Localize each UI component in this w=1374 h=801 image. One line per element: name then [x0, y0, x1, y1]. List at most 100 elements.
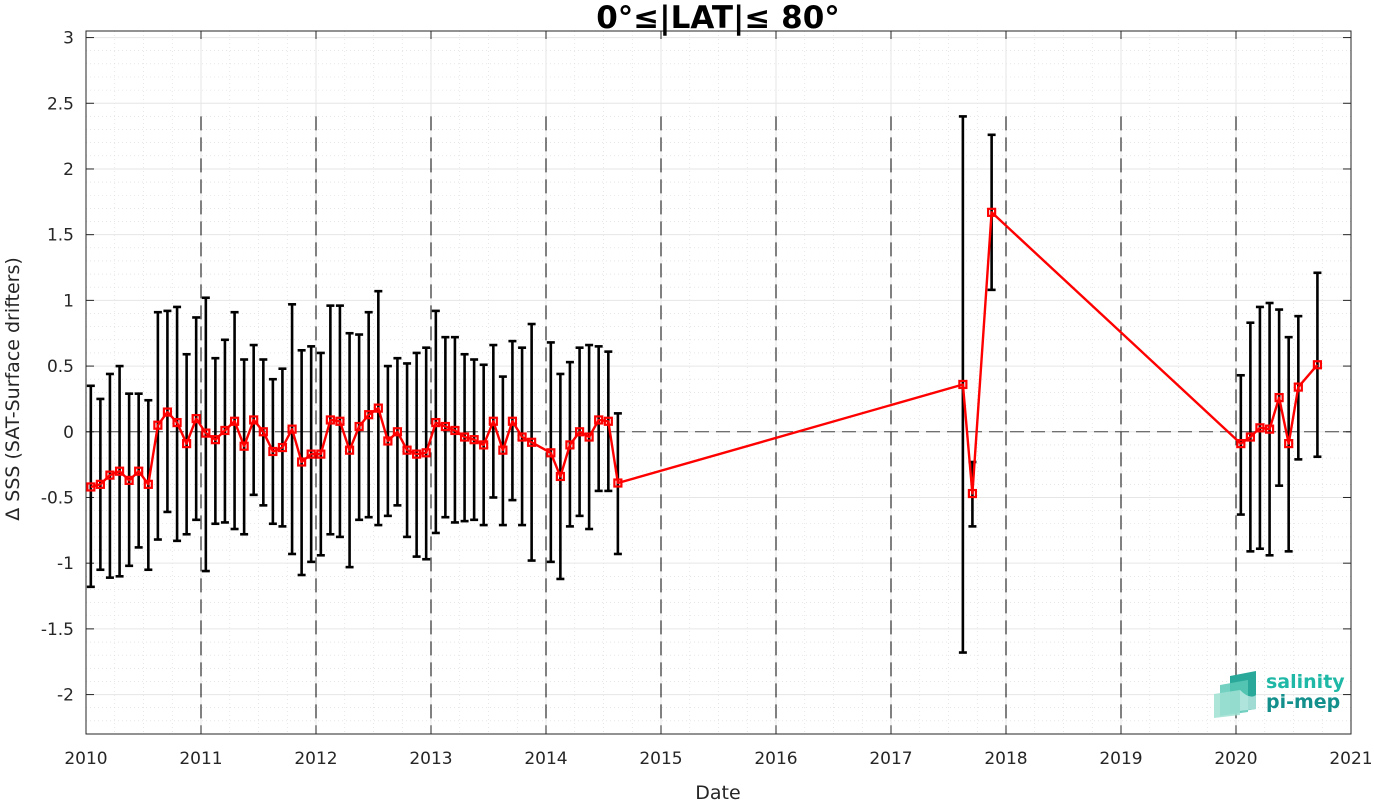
grid: [85, 31, 1352, 735]
data-point: [306, 449, 316, 459]
x-tick-label: 2010: [64, 749, 107, 769]
y-tick-label: 0: [63, 423, 74, 443]
data-point: [297, 457, 307, 467]
data-point: [182, 439, 192, 449]
y-tick-label: 2: [63, 160, 74, 180]
series-markers: [86, 207, 1323, 499]
data-point: [191, 414, 201, 424]
data-point: [987, 207, 997, 217]
x-tick-label: 2019: [1099, 749, 1142, 769]
data-point: [105, 470, 115, 480]
x-tick-labels: 2010 2011 2012 2013 2014 2015 2016 2017 2018 2019…: [64, 749, 1372, 769]
logo-line-2: pi-mep: [1266, 691, 1340, 713]
data-point: [574, 427, 585, 437]
data-point: [392, 427, 403, 437]
y-tick-labels: 3 2.5 2 1.5 1 0.5 0 -0.5 -1 -1.5 -2: [41, 29, 74, 706]
data-point: [603, 416, 613, 426]
y-tick-label: -1.5: [41, 620, 74, 640]
data-point: [210, 435, 220, 445]
data-point: [565, 440, 575, 450]
data-point: [958, 379, 968, 390]
data-point: [488, 416, 498, 426]
data-point: [124, 475, 134, 485]
data-point: [1293, 382, 1303, 392]
x-tick-label: 2015: [639, 749, 682, 769]
data-point: [383, 436, 393, 446]
data-point: [153, 420, 163, 430]
data-point: [316, 449, 326, 459]
data-point: [249, 415, 259, 425]
y-axis-label: Δ SSS (SAT-Surface drifters): [2, 257, 24, 521]
y-tick-label: 1.5: [47, 226, 74, 246]
x-tick-label: 2018: [984, 749, 1027, 769]
data-point: [1264, 424, 1275, 434]
data-point: [555, 471, 565, 482]
data-point: [1236, 439, 1246, 449]
data-point: [172, 417, 182, 428]
x-tick-label: 2017: [869, 749, 912, 769]
logo-wave-icon: [1214, 671, 1256, 718]
data-point: [412, 449, 422, 459]
data-point: [459, 432, 470, 442]
data-point: [421, 448, 431, 458]
data-point: [344, 445, 355, 455]
logo-line-1: salinity: [1266, 671, 1345, 693]
data-point: [527, 437, 537, 447]
chart-title: 0°≤|LAT|≤ 80°: [596, 0, 840, 36]
y-tick-label: -0.5: [41, 488, 74, 508]
data-point: [1284, 439, 1294, 449]
x-tick-label: 2020: [1214, 749, 1257, 769]
data-point: [95, 479, 105, 489]
data-point: [440, 421, 450, 432]
data-point: [402, 445, 412, 455]
data-point: [86, 482, 96, 492]
data-point: [431, 417, 441, 428]
x-tick-label: 2016: [754, 749, 797, 769]
data-point: [479, 440, 489, 450]
data-point: [277, 442, 288, 453]
y-tick-label: 0.5: [47, 357, 74, 377]
y-tick-label: -2: [57, 686, 74, 706]
year-divider-lines: [200, 116, 1237, 734]
data-point: [967, 488, 978, 499]
plot-box: [85, 30, 1352, 735]
salinity-pi-mep-logo: salinity pi-mep: [1214, 671, 1345, 718]
x-tick-label: 2012: [294, 749, 337, 769]
data-point: [498, 445, 508, 455]
data-point: [1312, 360, 1323, 370]
x-axis-label: Date: [695, 782, 740, 801]
data-point: [450, 425, 460, 436]
data-point: [201, 428, 211, 438]
data-point: [1274, 393, 1284, 403]
data-point: [354, 421, 364, 432]
data-point: [239, 441, 249, 451]
data-point: [507, 416, 518, 426]
data-point: [546, 448, 556, 458]
data-point: [220, 425, 230, 436]
data-point: [364, 410, 374, 420]
data-point: [325, 415, 335, 425]
x-tick-label: 2014: [524, 749, 567, 769]
data-point: [335, 416, 345, 426]
data-point: [613, 478, 623, 488]
data-point: [594, 415, 604, 425]
data-point: [143, 479, 153, 489]
y-tick-label: 1: [63, 291, 74, 311]
data-point: [584, 432, 594, 442]
y-tick-label: -1: [57, 554, 74, 574]
data-point: [162, 407, 173, 417]
data-point: [1245, 432, 1255, 442]
error-bars: [86, 115, 1322, 654]
x-tick-label: 2013: [409, 749, 452, 769]
data-point: [469, 435, 479, 445]
x-tick-label: 2021: [1329, 749, 1372, 769]
data-point: [287, 424, 297, 434]
x-tick-label: 2011: [179, 749, 222, 769]
data-point: [268, 446, 278, 457]
data-point: [1255, 423, 1265, 433]
data-point: [258, 427, 268, 437]
data-point: [114, 466, 125, 476]
y-tick-label: 3: [63, 29, 74, 49]
data-point: [229, 416, 240, 426]
